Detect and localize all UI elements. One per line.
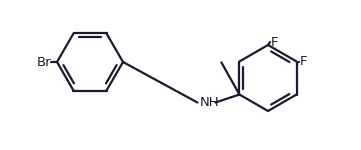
Text: F: F [271,36,278,48]
Text: Br: Br [36,56,51,69]
Text: NH: NH [199,96,219,109]
Text: F: F [300,55,307,68]
